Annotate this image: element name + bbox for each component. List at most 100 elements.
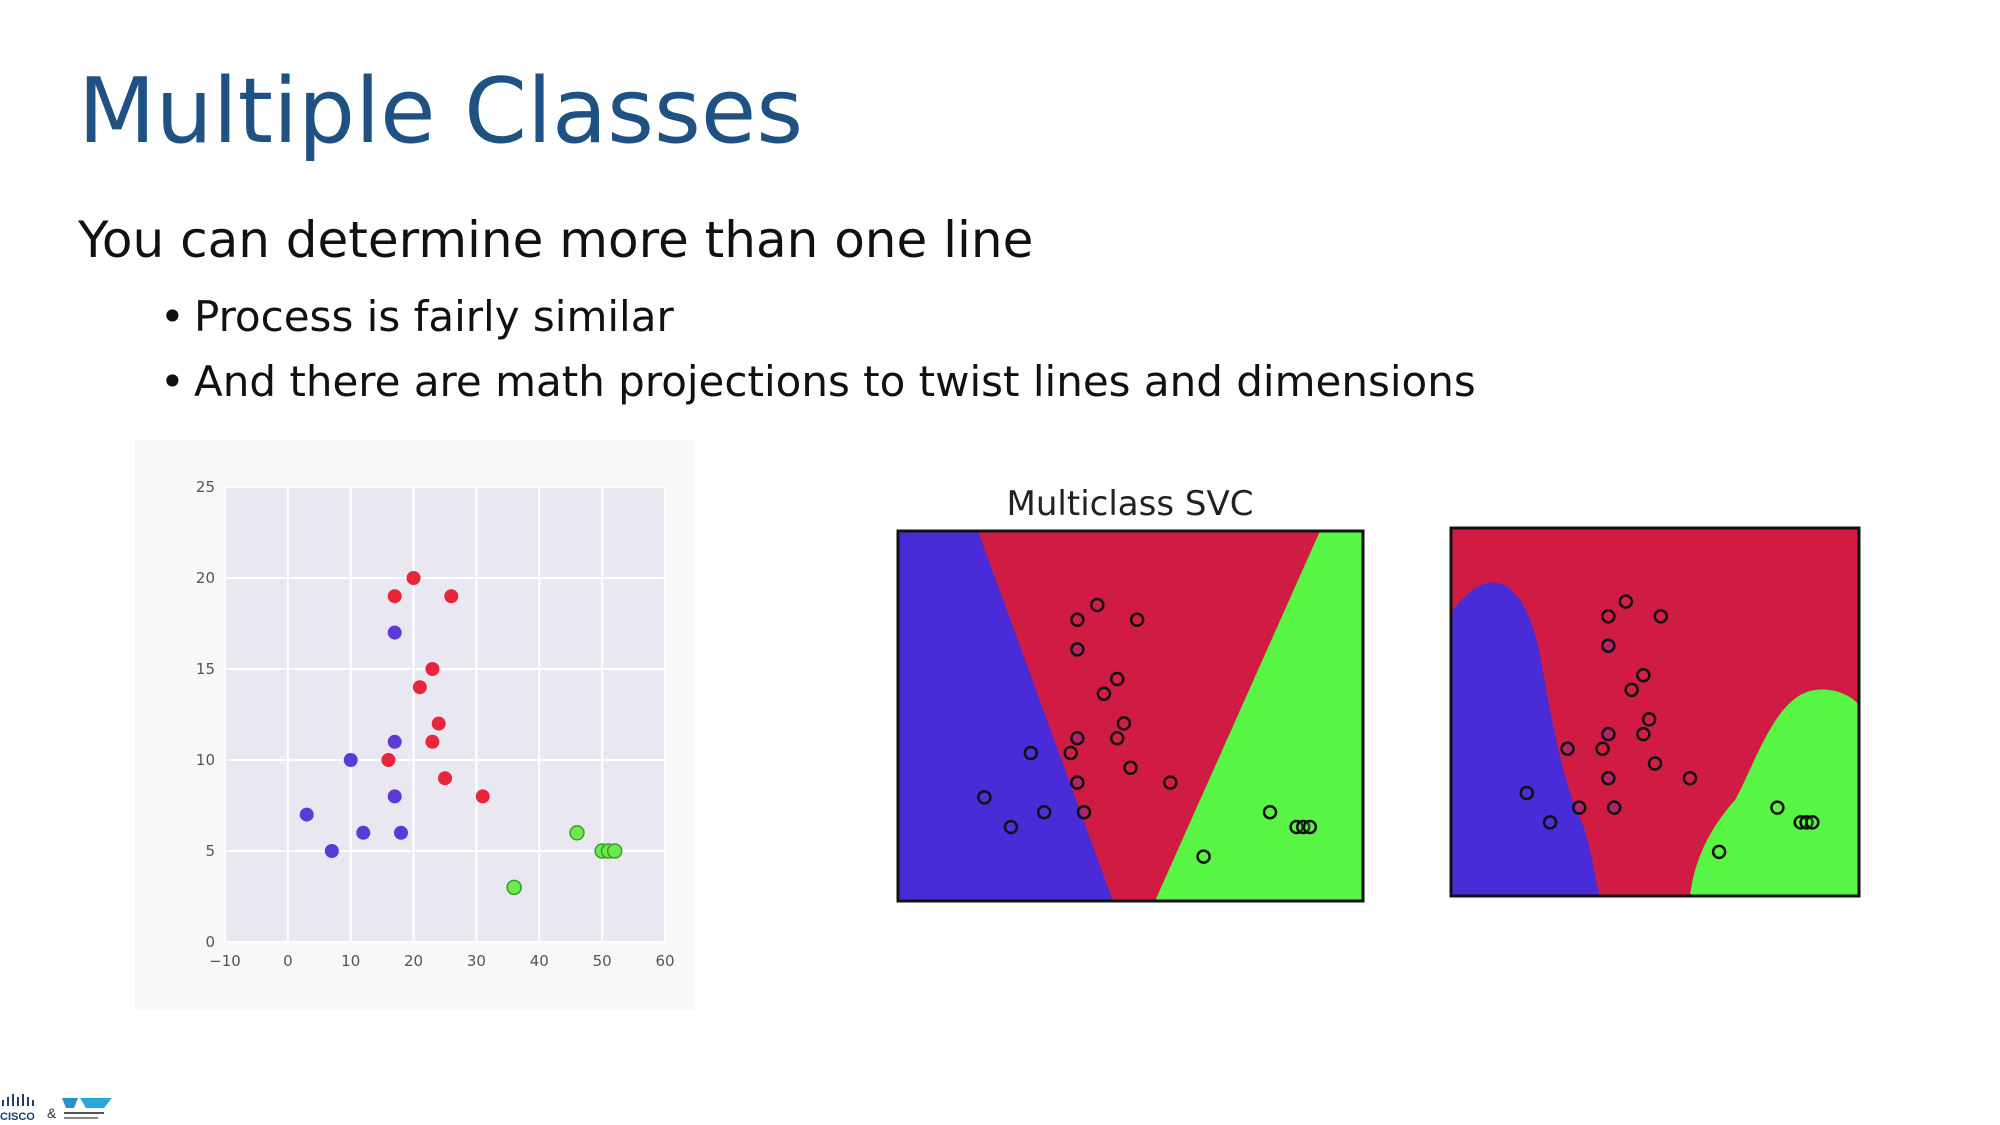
y-tick-label: 20 — [196, 569, 215, 587]
data-point-blue — [977, 790, 992, 805]
data-point-blue — [1070, 730, 1085, 746]
y-tick-label: 25 — [196, 478, 215, 496]
x-tick-label: 60 — [655, 952, 674, 970]
data-points — [977, 597, 1318, 864]
data-point-blue — [1601, 726, 1616, 742]
partner-logo-line — [64, 1117, 98, 1119]
data-point-red — [425, 734, 440, 749]
data-point-red — [1636, 726, 1651, 742]
data-point-red — [425, 662, 440, 676]
data-point-red — [1129, 612, 1145, 628]
data-point-blue — [1023, 745, 1039, 761]
data-point-red — [475, 789, 490, 804]
data-point-blue — [1070, 642, 1085, 657]
data-point-red — [406, 571, 421, 585]
decision-regions — [1451, 528, 1859, 896]
region-blue — [898, 531, 1113, 901]
data-point-red — [438, 771, 452, 786]
cisco-wordmark: CISCO — [0, 1111, 35, 1123]
slide-title: Multiple Classes — [78, 59, 804, 164]
data-point-red — [1063, 745, 1078, 761]
data-point-green — [1302, 819, 1318, 835]
data-point-blue — [1036, 804, 1052, 820]
data-point-red — [431, 716, 446, 731]
data-point-red — [1641, 712, 1657, 727]
x-tick-label: 40 — [530, 952, 549, 970]
data-point-red — [1109, 671, 1125, 687]
region-green — [1690, 689, 1859, 896]
data-point-blue — [1542, 815, 1558, 830]
bullet-item: Process is fairly similar — [160, 284, 1476, 349]
partner-logo-line — [64, 1112, 104, 1114]
data-point-blue — [356, 825, 371, 840]
data-point-red — [1090, 597, 1105, 613]
region-blue — [1451, 582, 1600, 896]
data-point-green — [569, 825, 585, 841]
x-tick-label: 0 — [283, 952, 293, 970]
data-point-red — [387, 589, 402, 604]
plot-frame — [896, 529, 1365, 903]
data-point-red — [1109, 730, 1125, 746]
data-point-green — [1805, 815, 1820, 830]
data-point-red — [1624, 682, 1639, 698]
y-tick-label: 10 — [196, 751, 215, 769]
cisco-logo: CISCO & — [0, 1094, 112, 1123]
y-tick-label: 0 — [205, 933, 215, 951]
bullet-item: And there are math projections to twist … — [160, 349, 1476, 414]
ampersand: & — [47, 1105, 57, 1121]
data-point-blue — [394, 825, 408, 840]
bullet-list: Process is fairly similar And there are … — [78, 284, 1476, 414]
data-point-green — [1770, 800, 1785, 815]
data-point-blue — [343, 753, 358, 767]
y-tick-label: 15 — [196, 660, 215, 678]
decision-regions — [898, 531, 1363, 901]
data-point-blue — [324, 844, 339, 858]
x-tick-label: −10 — [209, 952, 241, 970]
svc-nonlinear-chart — [1449, 526, 1861, 898]
data-point-red — [381, 753, 396, 767]
data-point-red — [1682, 770, 1698, 786]
y-tick-label: 5 — [205, 842, 215, 860]
data-point-blue — [1606, 800, 1622, 815]
x-tick-label: 20 — [404, 952, 423, 970]
data-points — [1519, 594, 1820, 860]
data-point-blue — [387, 625, 402, 640]
data-point-red — [1096, 686, 1112, 702]
slide-body: You can determine more than one line Pro… — [78, 210, 1476, 414]
svc-linear-chart: Multiclass SVC — [896, 484, 1365, 903]
data-point-red — [444, 589, 459, 604]
data-point-green — [1262, 804, 1278, 820]
data-point-blue — [299, 807, 314, 822]
data-point-blue — [1003, 819, 1019, 835]
plot-area — [225, 487, 665, 942]
partner-logo-mark — [62, 1098, 78, 1108]
region-green — [1155, 531, 1363, 901]
data-point-red — [1647, 756, 1663, 771]
data-point-blue — [1519, 785, 1535, 801]
x-tick-label: 10 — [341, 952, 360, 970]
data-point-blue — [387, 789, 402, 804]
plot-frame — [1449, 526, 1861, 898]
x-tick-label: 50 — [593, 952, 612, 970]
data-point-red — [412, 680, 427, 695]
data-points — [299, 571, 623, 896]
chart-title: Multiclass SVC — [1007, 484, 1254, 524]
data-point-red — [1116, 716, 1132, 731]
data-point-red — [1595, 741, 1610, 757]
data-point-red — [1601, 609, 1616, 624]
data-point-green — [1196, 849, 1211, 864]
partner-logo-mark — [80, 1098, 112, 1108]
gridlines — [224, 486, 666, 943]
data-point-red — [1636, 667, 1651, 683]
data-point-blue — [1560, 741, 1575, 757]
lead-text: You can determine more than one line — [78, 211, 1034, 269]
data-point-blue — [1070, 775, 1085, 790]
data-point-red — [1163, 775, 1178, 790]
data-point-red — [1070, 612, 1085, 628]
data-point-blue — [1601, 638, 1616, 654]
data-point-green — [606, 843, 623, 859]
x-tick-label: 30 — [467, 952, 486, 970]
data-point-red — [1653, 609, 1669, 624]
